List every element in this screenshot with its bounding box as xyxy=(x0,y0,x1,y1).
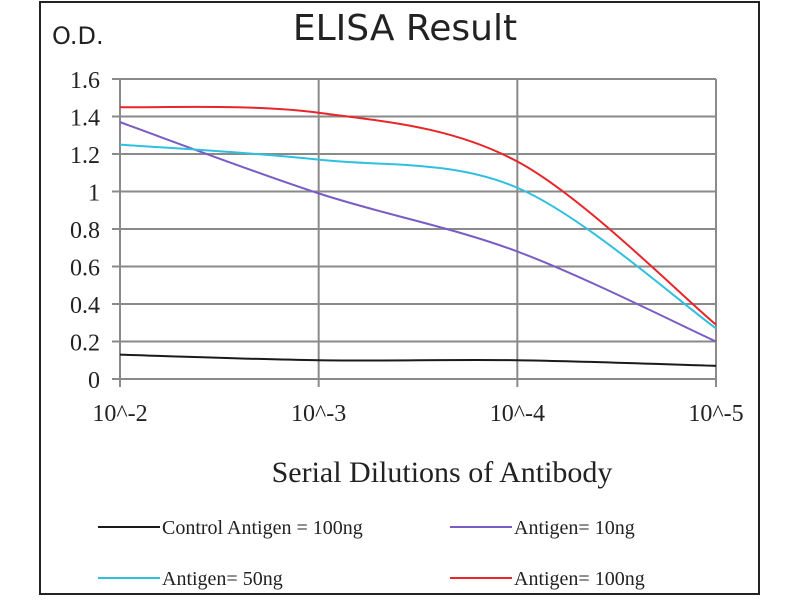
legend-label: Antigen= 100ng xyxy=(514,568,645,590)
y-tick-labels: 0 0.2 0.4 0.6 0.8 1 1.2 1.4 1.6 xyxy=(70,68,100,394)
legend-item: Antigen= 10ng xyxy=(450,517,635,539)
y-tick-label: 0.4 xyxy=(70,293,100,319)
x-tick-label: 10^-5 xyxy=(688,401,743,427)
y-tick-label: 1.6 xyxy=(70,68,100,94)
y-tick-label: 1.4 xyxy=(70,106,100,132)
series-line-2 xyxy=(119,143,717,330)
legend-item: Antigen= 50ng xyxy=(98,568,283,590)
chart-frame xyxy=(39,1,760,595)
legend-label: Control Antigen = 100ng xyxy=(162,517,363,539)
y-tick-label: 0 xyxy=(88,368,100,394)
series-lines xyxy=(119,105,717,367)
y-axis-label: O.D. xyxy=(52,22,104,50)
y-tick-label: 0.6 xyxy=(70,256,100,282)
x-tick-label: 10^-4 xyxy=(490,401,545,427)
x-tick-labels: 10^-2 10^-3 10^-4 10^-5 xyxy=(92,401,743,427)
legend-label: Antigen= 10ng xyxy=(514,517,635,539)
x-axis-label: Serial Dilutions of Antibody xyxy=(272,456,613,489)
y-tick-label: 1.2 xyxy=(70,143,100,169)
legend-item: Control Antigen = 100ng xyxy=(98,517,363,539)
legend: Control Antigen = 100ng Antigen= 10ng Anti… xyxy=(98,517,645,590)
y-tick-label: 1 xyxy=(88,181,100,207)
y-tick-label: 0.8 xyxy=(70,218,100,244)
grid xyxy=(112,78,717,387)
series-line-1 xyxy=(119,121,717,343)
series-line-0 xyxy=(119,353,717,367)
x-tick-label: 10^-3 xyxy=(291,401,346,427)
y-tick-label: 0.2 xyxy=(70,331,100,357)
series-line-3 xyxy=(119,105,717,326)
legend-label: Antigen= 50ng xyxy=(162,568,283,590)
x-tick-label: 10^-2 xyxy=(92,401,147,427)
legend-item: Antigen= 100ng xyxy=(450,568,645,590)
chart-title: ELISA Result xyxy=(293,8,517,49)
